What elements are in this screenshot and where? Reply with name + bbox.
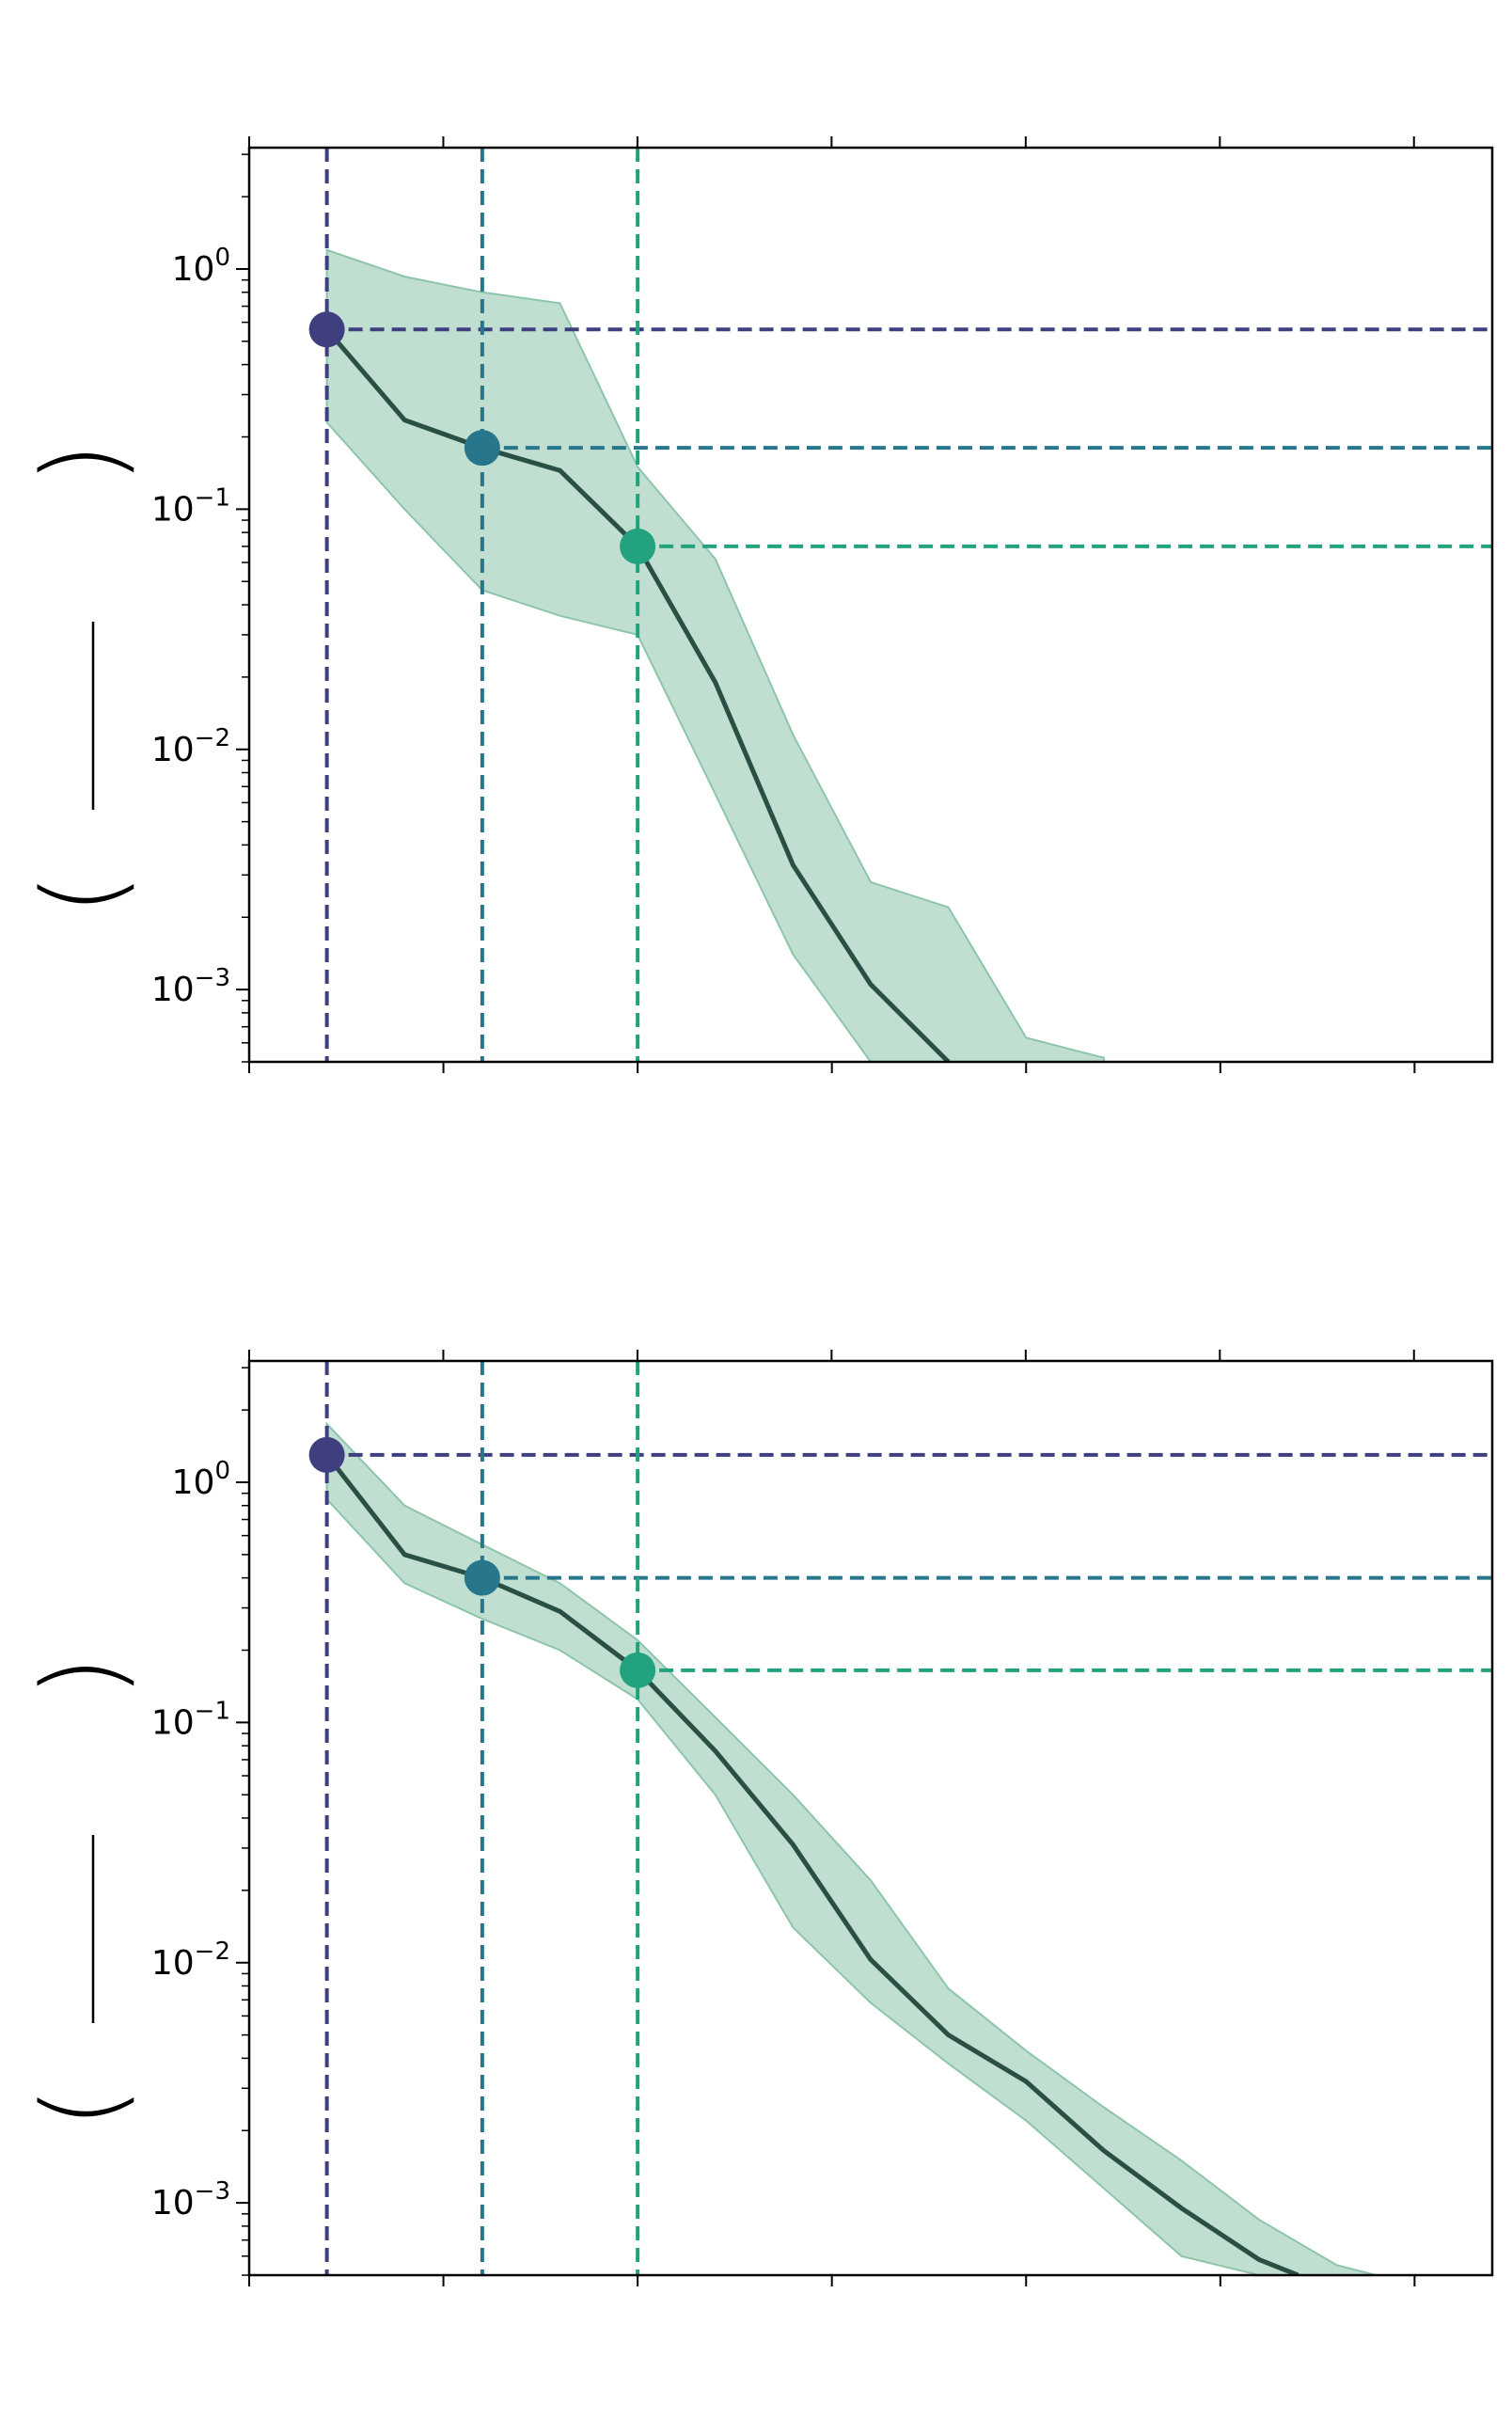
y-tick-label: 10−3 bbox=[151, 2177, 230, 2222]
y-axis-paren-close: ) bbox=[20, 442, 146, 484]
y-tick-base: 10 bbox=[151, 971, 195, 1009]
y-tick-base: 10 bbox=[172, 1463, 215, 1502]
data-point-1 bbox=[308, 1436, 345, 1473]
y-axis-title: () bbox=[20, 442, 146, 915]
y-tick-exponent: −2 bbox=[195, 724, 230, 752]
plot-area bbox=[308, 1361, 1492, 2275]
confidence-band bbox=[325, 248, 1105, 1062]
data-point-2 bbox=[464, 430, 500, 467]
y-tick-exponent: −3 bbox=[195, 2177, 230, 2206]
y-tick-label: 100 bbox=[172, 244, 230, 289]
y-axis-paren-open: ( bbox=[20, 2086, 146, 2128]
y-tick-exponent: −2 bbox=[195, 1938, 230, 1966]
y-axis-title: () bbox=[20, 1655, 146, 2128]
y-tick-base: 10 bbox=[172, 250, 215, 289]
y-tick-exponent: −1 bbox=[195, 1697, 230, 1725]
y-tick-exponent: 0 bbox=[214, 1457, 230, 1485]
y-axis-paren-close: ) bbox=[20, 1655, 146, 1698]
y-tick-base: 10 bbox=[151, 1944, 195, 1983]
y-tick-base: 10 bbox=[151, 2184, 195, 2222]
y-tick-label: 10−3 bbox=[151, 964, 230, 1009]
plot-frame bbox=[247, 1359, 1494, 2277]
y-tick-label: 10−1 bbox=[151, 1697, 230, 1742]
y-tick-label: 10−2 bbox=[151, 1938, 230, 1983]
data-point-3 bbox=[620, 528, 656, 564]
y-axis-paren-open: ( bbox=[20, 873, 146, 915]
confidence-band bbox=[325, 1421, 1377, 2275]
y-tick-base: 10 bbox=[151, 1703, 195, 1742]
data-point-1 bbox=[308, 311, 345, 348]
plot-area bbox=[308, 148, 1492, 1062]
y-tick-label: 10−1 bbox=[151, 483, 230, 529]
y-tick-exponent: −3 bbox=[195, 964, 230, 992]
y-tick-exponent: 0 bbox=[214, 244, 230, 272]
data-point-3 bbox=[620, 1652, 656, 1688]
y-tick-base: 10 bbox=[151, 731, 195, 769]
y-tick-label: 10−2 bbox=[151, 724, 230, 769]
y-tick-label: 100 bbox=[172, 1457, 230, 1502]
data-point-2 bbox=[464, 1559, 500, 1596]
y-tick-exponent: −1 bbox=[195, 483, 230, 512]
y-tick-base: 10 bbox=[151, 490, 195, 529]
